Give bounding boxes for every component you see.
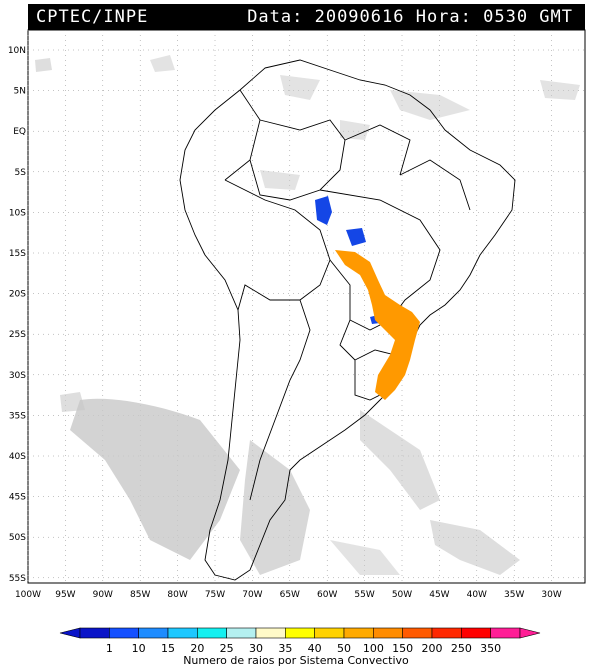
- map-frame: [27, 29, 586, 584]
- lon-label: 40W: [467, 590, 487, 600]
- lon-label: 35W: [504, 590, 524, 600]
- lightning-cluster-blue-1: [315, 196, 332, 225]
- lon-label: 50W: [392, 590, 412, 600]
- legend-swatch: [197, 627, 227, 639]
- lat-label: 20S: [9, 290, 26, 300]
- legend-swatch: [490, 627, 521, 639]
- legend-value: 10: [132, 642, 146, 655]
- lat-label: EQ: [13, 127, 26, 137]
- lightning-cluster-orange: [335, 250, 420, 400]
- longitude-labels: 100W 95W 90W 85W 80W 75W 70W 65W 60W 55W 50W 45W 40W…: [15, 590, 562, 600]
- lon-label: 45W: [429, 590, 449, 600]
- lon-label: 65W: [280, 590, 300, 600]
- lat-label: 10N: [8, 46, 26, 56]
- legend-swatch: [255, 627, 286, 639]
- legend-value: 30: [249, 642, 263, 655]
- lat-label: 45S: [9, 493, 26, 503]
- lon-label: 60W: [317, 590, 337, 600]
- legend-swatch: [314, 627, 345, 639]
- legend-value: 200: [422, 642, 443, 655]
- lightning-cluster-blue-2: [346, 228, 366, 246]
- lat-label: 10S: [9, 208, 26, 218]
- legend-value: 50: [337, 642, 351, 655]
- map-header: CPTEC/INPE Data: 20090616 Hora: 0530 GMT: [28, 4, 585, 30]
- lat-label: 40S: [9, 452, 26, 462]
- legend-swatch: [343, 627, 374, 639]
- latitude-labels: 10N 5N EQ 5S 10S 15S 20S 25S 30S 35S 40S 45S 50S 55S: [8, 46, 26, 584]
- legend-swatch: [285, 627, 315, 639]
- legend-arrow-right: [519, 627, 541, 639]
- lon-label: 70W: [242, 590, 262, 600]
- coastlines: [179, 59, 516, 581]
- lon-label: 95W: [55, 590, 75, 600]
- lightning-systems: [315, 196, 420, 400]
- legend-value: 40: [308, 642, 322, 655]
- lon-label: 100W: [15, 590, 41, 600]
- lat-label: 50S: [9, 533, 26, 543]
- legend-value: 15: [161, 642, 175, 655]
- lat-label: 30S: [9, 371, 26, 381]
- legend-swatch: [226, 627, 257, 639]
- cloud-cover: [35, 55, 580, 575]
- legend-swatch: [109, 627, 139, 639]
- lat-label: 15S: [9, 249, 26, 259]
- lon-label: 30W: [541, 590, 561, 600]
- lon-label: 55W: [354, 590, 374, 600]
- lat-label: 55S: [9, 574, 26, 584]
- legend-swatch: [431, 627, 462, 639]
- lat-label: 5S: [15, 168, 27, 178]
- lat-label: 5N: [14, 87, 26, 97]
- legend-swatch: [79, 627, 110, 639]
- lon-label: 80W: [167, 590, 187, 600]
- lon-label: 90W: [93, 590, 113, 600]
- legend-swatch: [138, 627, 169, 639]
- legend-value: 20: [190, 642, 204, 655]
- datetime-label: Data: 20090616 Hora: 0530 GMT: [247, 7, 573, 27]
- legend-value: 100: [363, 642, 384, 655]
- legend-value: 150: [392, 642, 413, 655]
- source-label: CPTEC/INPE: [36, 7, 149, 27]
- legend-swatch: [373, 627, 403, 639]
- lon-label: 75W: [205, 590, 225, 600]
- legend-value: 25: [220, 642, 234, 655]
- legend-value: 1: [106, 642, 113, 655]
- lat-label: 35S: [9, 411, 26, 421]
- legend-value: 350: [480, 642, 501, 655]
- legend-swatch: [167, 627, 198, 639]
- legend-value: 250: [451, 642, 472, 655]
- legend-values: 1 10 15 20 25 30 35 40 50 100 150 200 250 350: [106, 642, 501, 655]
- lon-label: 85W: [130, 590, 150, 600]
- lat-label: 25S: [9, 330, 26, 340]
- legend-colorbar: [59, 627, 541, 639]
- legend-title: Numero de raios por Sistema Convectivo: [183, 654, 409, 667]
- legend-swatch: [402, 627, 433, 639]
- legend-value: 35: [278, 642, 292, 655]
- legend-swatch: [461, 627, 491, 639]
- legend-arrow-left: [59, 627, 81, 639]
